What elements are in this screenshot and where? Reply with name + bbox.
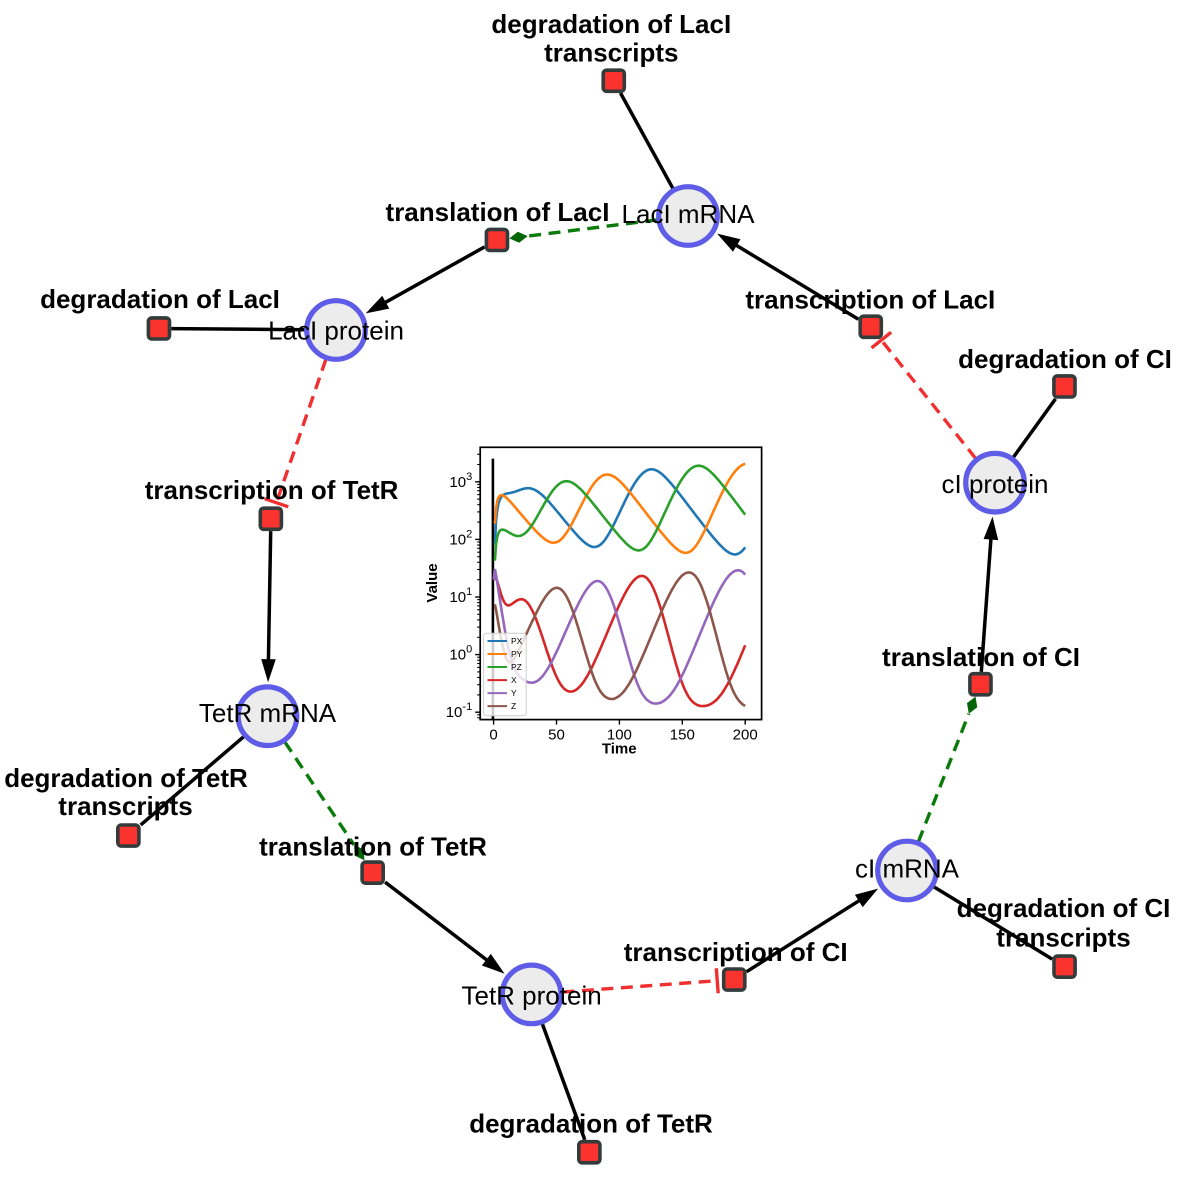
svg-text:TetR protein: TetR protein xyxy=(462,981,602,1011)
svg-text:translation of TetR: translation of TetR xyxy=(259,832,487,862)
svg-text:Y: Y xyxy=(511,688,517,698)
svg-text:degradation of LacI: degradation of LacI xyxy=(40,284,280,314)
svg-text:LacI mRNA: LacI mRNA xyxy=(622,199,756,229)
svg-text:degradation of CI: degradation of CI xyxy=(958,344,1172,374)
svg-text:200: 200 xyxy=(733,727,758,744)
svg-text:transcripts: transcripts xyxy=(996,923,1130,953)
svg-text:degradation of TetR: degradation of TetR xyxy=(469,1109,713,1139)
svg-text:translation of CI: translation of CI xyxy=(882,642,1080,672)
svg-text:cI mRNA: cI mRNA xyxy=(855,853,960,883)
svg-text:translation of LacI: translation of LacI xyxy=(386,197,610,227)
svg-text:PY: PY xyxy=(511,649,523,659)
svg-text:Z: Z xyxy=(511,701,516,711)
svg-text:Value: Value xyxy=(424,563,441,602)
svg-text:transcripts: transcripts xyxy=(544,37,678,67)
svg-text:150: 150 xyxy=(670,727,695,744)
svg-text:0: 0 xyxy=(489,727,497,744)
svg-text:degradation of TetR: degradation of TetR xyxy=(4,763,248,793)
svg-text:transcription of LacI: transcription of LacI xyxy=(745,284,995,314)
svg-text:TetR mRNA: TetR mRNA xyxy=(199,698,337,728)
svg-text:PZ: PZ xyxy=(511,662,522,672)
svg-text:X: X xyxy=(511,675,517,685)
svg-text:100: 100 xyxy=(607,727,632,744)
svg-text:degradation of LacI: degradation of LacI xyxy=(491,9,731,39)
svg-text:transcripts: transcripts xyxy=(58,791,192,821)
svg-text:PX: PX xyxy=(511,636,523,646)
svg-text:Time: Time xyxy=(602,741,637,758)
svg-text:LacI protein: LacI protein xyxy=(268,316,404,346)
svg-text:transcription of TetR: transcription of TetR xyxy=(145,475,399,505)
svg-text:transcription of CI: transcription of CI xyxy=(624,937,848,967)
svg-text:cI protein: cI protein xyxy=(942,469,1049,499)
svg-text:degradation of CI: degradation of CI xyxy=(957,893,1171,923)
svg-text:50: 50 xyxy=(548,727,565,744)
